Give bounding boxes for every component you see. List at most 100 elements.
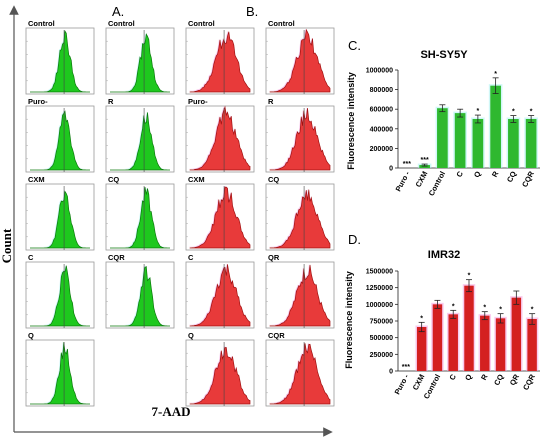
bar <box>464 285 474 371</box>
histogram-label: CQ <box>108 175 119 184</box>
y-tick-label: 500000 <box>370 335 393 342</box>
histogram-cell: CQR <box>105 253 175 329</box>
histogram-cell: Control <box>185 19 255 95</box>
histogram-label: Puro- <box>28 97 48 106</box>
bar <box>448 314 458 371</box>
significance-mark: * <box>531 307 534 314</box>
bar <box>495 318 506 371</box>
histogram-area <box>110 33 170 93</box>
bar <box>416 327 427 371</box>
histogram-cell: QR <box>265 253 335 329</box>
bar <box>511 297 522 371</box>
significance-mark: * <box>452 303 455 310</box>
histogram-label: CQ <box>268 175 279 184</box>
histogram-cell: C <box>25 253 95 329</box>
histogram-label: Control <box>268 19 295 28</box>
panel-letter-b: B. <box>246 4 258 19</box>
x-tick-label: QR <box>508 372 522 387</box>
panel-letter-d: D. <box>348 232 361 247</box>
histogram-area <box>110 266 170 327</box>
histogram-cell: C <box>185 253 255 329</box>
y-tick-label: 800000 <box>370 87 393 94</box>
bar <box>527 319 537 371</box>
histogram-area <box>189 105 251 171</box>
significance-mark: * <box>483 305 486 312</box>
histogram-label: R <box>108 97 114 106</box>
histogram-label: Q <box>28 331 34 340</box>
histogram-area <box>269 28 331 93</box>
histogram-area <box>110 187 170 249</box>
significance-mark: * <box>468 273 471 280</box>
histogram-label: Control <box>188 19 215 28</box>
bar <box>508 119 519 168</box>
y-axis-label: Fluorescence intensity <box>344 271 354 369</box>
x-tick-label: Q <box>472 170 483 180</box>
histogram-halo <box>29 341 89 403</box>
histogram-grid-a: Control Control Puro- R CXM CQ C CQR Q <box>25 19 175 407</box>
histogram-cell: CQ <box>265 175 335 251</box>
histogram-area <box>189 264 251 327</box>
histogram-cell: Control <box>105 19 175 95</box>
y-tick-label: 400000 <box>370 126 393 133</box>
histogram-label: Q <box>188 331 194 340</box>
x-tick-label: R <box>479 372 490 382</box>
histogram-cell: Puro- <box>25 97 95 173</box>
histogram-halo <box>29 264 89 325</box>
histogram-area <box>30 265 90 327</box>
significance-mark: * <box>477 108 480 115</box>
significance-mark: * <box>499 307 502 314</box>
histogram-label: Puro- <box>188 97 208 106</box>
panel-letter-c: C. <box>348 38 361 53</box>
chart-title: IMR32 <box>428 249 460 261</box>
y-tick-label: 250000 <box>370 352 393 359</box>
histogram-area <box>269 264 331 327</box>
y-tick-label: 1500000 <box>366 269 393 276</box>
significance-mark: * <box>512 109 515 116</box>
histogram-cell: CQ <box>105 175 175 251</box>
bar <box>480 315 490 371</box>
histogram-area <box>30 110 90 171</box>
bar <box>419 165 430 168</box>
y-tick-label: 0 <box>389 369 393 376</box>
bar <box>525 119 537 168</box>
bar <box>490 85 501 168</box>
histogram-cell: R <box>105 97 175 173</box>
x-tick-label: CXM <box>411 373 427 392</box>
bar <box>437 108 448 168</box>
significance-mark: * <box>420 315 423 322</box>
significance-mark: * <box>530 109 533 116</box>
histogram-cell: Puro- <box>185 97 255 173</box>
histogram-area <box>110 112 170 171</box>
y-tick-label: 600000 <box>370 107 393 114</box>
x-tick-label: Control <box>427 170 447 198</box>
histogram-cell: CXM <box>185 175 255 251</box>
histogram-label: CQR <box>108 253 125 262</box>
x-axis-label: 7-AAD <box>152 404 191 419</box>
y-tick-label: 750000 <box>370 319 393 326</box>
x-tick-label: Puro - <box>393 372 411 396</box>
histogram-label: R <box>268 97 274 106</box>
y-tick-label: 0 <box>389 166 393 173</box>
histogram-area <box>30 30 90 93</box>
x-tick-label: C <box>447 372 458 382</box>
histogram-cell: CQR <box>265 331 335 407</box>
histogram-cell: Control <box>25 19 95 95</box>
histogram-label: CXM <box>28 175 45 184</box>
histogram-label: CXM <box>188 175 205 184</box>
histogram-label: QR <box>268 253 280 262</box>
y-tick-label: 1000000 <box>366 68 393 75</box>
histogram-area <box>269 189 331 249</box>
significance-mark: *** <box>402 364 410 371</box>
histogram-label: Control <box>28 19 55 28</box>
histogram-area <box>189 31 251 93</box>
x-tick-label: R <box>490 169 501 179</box>
chart-title: SH-SY5Y <box>420 49 468 61</box>
y-axis-label: Count <box>0 228 14 263</box>
significance-mark: *** <box>403 161 411 168</box>
y-tick-label: 1000000 <box>366 302 393 309</box>
significance-mark: *** <box>421 157 429 164</box>
panel-letter-a: A. <box>112 4 124 19</box>
histogram-area <box>30 342 90 405</box>
x-tick-label: CXM <box>414 170 430 189</box>
